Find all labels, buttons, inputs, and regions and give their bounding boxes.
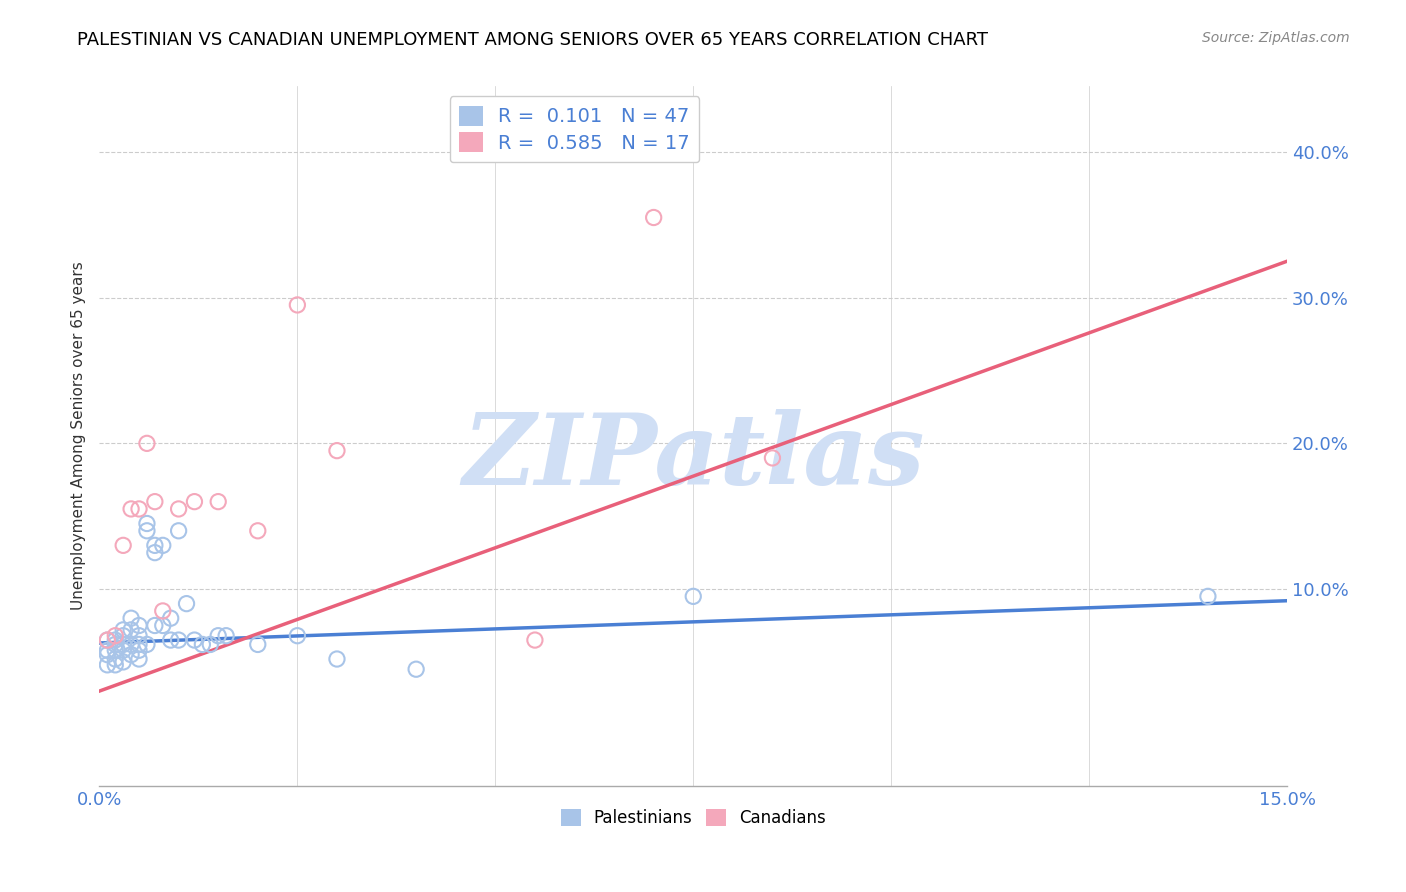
Point bbox=[207, 494, 229, 508]
Point bbox=[96, 648, 118, 662]
Point bbox=[287, 298, 309, 312]
Point bbox=[128, 629, 150, 643]
Point bbox=[682, 590, 704, 604]
Point bbox=[112, 623, 135, 637]
Text: ZIPatlas: ZIPatlas bbox=[463, 409, 925, 505]
Point bbox=[120, 648, 142, 662]
Point bbox=[215, 629, 238, 643]
Point bbox=[128, 618, 150, 632]
Point bbox=[96, 643, 118, 657]
Point bbox=[128, 637, 150, 651]
Point bbox=[104, 637, 127, 651]
Point bbox=[112, 637, 135, 651]
Point bbox=[405, 662, 427, 676]
Point bbox=[143, 546, 166, 560]
Point bbox=[128, 643, 150, 657]
Point bbox=[183, 494, 205, 508]
Point bbox=[112, 629, 135, 643]
Point bbox=[167, 633, 190, 648]
Y-axis label: Unemployment Among Seniors over 65 years: Unemployment Among Seniors over 65 years bbox=[72, 261, 86, 610]
Point bbox=[96, 633, 118, 648]
Point bbox=[143, 538, 166, 552]
Point bbox=[136, 436, 159, 450]
Point bbox=[143, 618, 166, 632]
Point bbox=[104, 652, 127, 666]
Point bbox=[326, 443, 349, 458]
Point bbox=[326, 652, 349, 666]
Point bbox=[104, 643, 127, 657]
Point bbox=[136, 637, 159, 651]
Point bbox=[200, 637, 222, 651]
Point bbox=[112, 538, 135, 552]
Point bbox=[159, 633, 181, 648]
Point bbox=[104, 633, 127, 648]
Point bbox=[104, 629, 127, 643]
Text: Source: ZipAtlas.com: Source: ZipAtlas.com bbox=[1202, 31, 1350, 45]
Point bbox=[96, 633, 118, 648]
Point bbox=[120, 502, 142, 516]
Point bbox=[523, 633, 546, 648]
Point bbox=[183, 633, 205, 648]
Point bbox=[207, 629, 229, 643]
Point bbox=[176, 597, 198, 611]
Point bbox=[120, 637, 142, 651]
Point bbox=[136, 516, 159, 531]
Point bbox=[1197, 590, 1219, 604]
Point bbox=[128, 652, 150, 666]
Point bbox=[120, 623, 142, 637]
Point bbox=[191, 637, 214, 651]
Point bbox=[152, 618, 174, 632]
Point bbox=[167, 502, 190, 516]
Text: PALESTINIAN VS CANADIAN UNEMPLOYMENT AMONG SENIORS OVER 65 YEARS CORRELATION CHA: PALESTINIAN VS CANADIAN UNEMPLOYMENT AMO… bbox=[77, 31, 988, 49]
Point bbox=[120, 611, 142, 625]
Point bbox=[167, 524, 190, 538]
Point bbox=[112, 643, 135, 657]
Point bbox=[761, 450, 783, 465]
Point bbox=[128, 502, 150, 516]
Point bbox=[136, 524, 159, 538]
Point bbox=[287, 629, 309, 643]
Point bbox=[143, 494, 166, 508]
Point bbox=[152, 538, 174, 552]
Point bbox=[159, 611, 181, 625]
Point bbox=[96, 657, 118, 672]
Point bbox=[643, 211, 665, 225]
Point bbox=[152, 604, 174, 618]
Point bbox=[104, 657, 127, 672]
Legend: Palestinians, Canadians: Palestinians, Canadians bbox=[554, 802, 832, 833]
Point bbox=[246, 524, 269, 538]
Point bbox=[246, 637, 269, 651]
Point bbox=[112, 655, 135, 669]
